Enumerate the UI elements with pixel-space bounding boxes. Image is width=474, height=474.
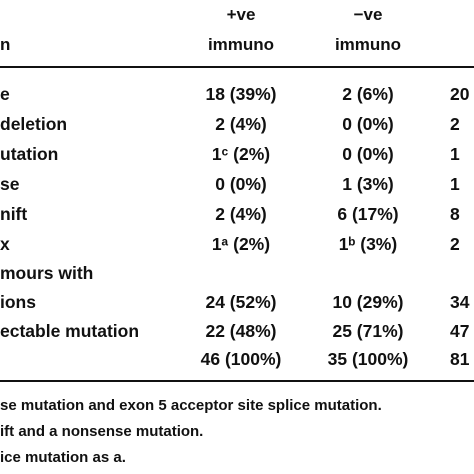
col1-header-sign: +ve bbox=[226, 5, 256, 24]
cell-col1: 2 (4%) bbox=[215, 204, 267, 224]
cell-col2: 10 (29%) bbox=[332, 292, 404, 312]
col2-header-label: immuno bbox=[334, 35, 402, 54]
cell-col1: 0 (0%) bbox=[215, 174, 267, 194]
cell-col2: 6 (17%) bbox=[337, 204, 399, 224]
row-label: mours with bbox=[0, 263, 94, 283]
cell-col3: 2 bbox=[450, 114, 460, 134]
col2-header-sign: −ve bbox=[353, 5, 383, 24]
cell-col2: 35 (100%) bbox=[327, 349, 409, 369]
cell-col1: 2 (4%) bbox=[215, 114, 267, 134]
header-rule bbox=[0, 66, 474, 68]
cell-col2: 0 (0%) bbox=[342, 144, 394, 164]
cell-col1: 22 (48%) bbox=[205, 321, 277, 341]
cell-col3: 34 bbox=[450, 292, 470, 312]
footnote: ift and a nonsense mutation. bbox=[0, 423, 204, 440]
cell-col2: 1ᵇ (3%) bbox=[338, 234, 398, 254]
col1-header-label: immuno bbox=[207, 35, 275, 54]
row-label: se bbox=[0, 174, 20, 194]
cell-col2: 0 (0%) bbox=[342, 114, 394, 134]
footnote: ice mutation as a. bbox=[0, 449, 126, 466]
cell-col2: 25 (71%) bbox=[332, 321, 404, 341]
cell-col2: 2 (6%) bbox=[342, 84, 394, 104]
cell-col3: 2 bbox=[450, 234, 460, 254]
cell-col2: 1 (3%) bbox=[342, 174, 394, 194]
row-label: ions bbox=[0, 292, 36, 312]
row-label: e bbox=[0, 84, 10, 104]
footer-rule bbox=[0, 380, 474, 382]
cell-col1: 1ᶜ (2%) bbox=[211, 144, 271, 164]
cell-col3: 20 bbox=[450, 84, 470, 104]
row-label: utation bbox=[0, 144, 59, 164]
cell-col1: 46 (100%) bbox=[200, 349, 282, 369]
cell-col3: 81 bbox=[450, 349, 470, 369]
cell-col1: 24 (52%) bbox=[205, 292, 277, 312]
row-label: nift bbox=[0, 204, 28, 224]
row-label: x bbox=[0, 234, 10, 254]
cell-col1: 18 (39%) bbox=[205, 84, 277, 104]
cell-col3: 1 bbox=[450, 144, 460, 164]
row-label: ectable mutation bbox=[0, 321, 140, 341]
first-col-header: n bbox=[0, 35, 11, 54]
footnote: se mutation and exon 5 acceptor site spl… bbox=[0, 397, 382, 414]
cell-col1: 1ᵃ (2%) bbox=[211, 234, 271, 254]
cell-col3: 8 bbox=[450, 204, 460, 224]
row-label: deletion bbox=[0, 114, 68, 134]
cell-col3: 47 bbox=[450, 321, 470, 341]
cell-col3: 1 bbox=[450, 174, 460, 194]
